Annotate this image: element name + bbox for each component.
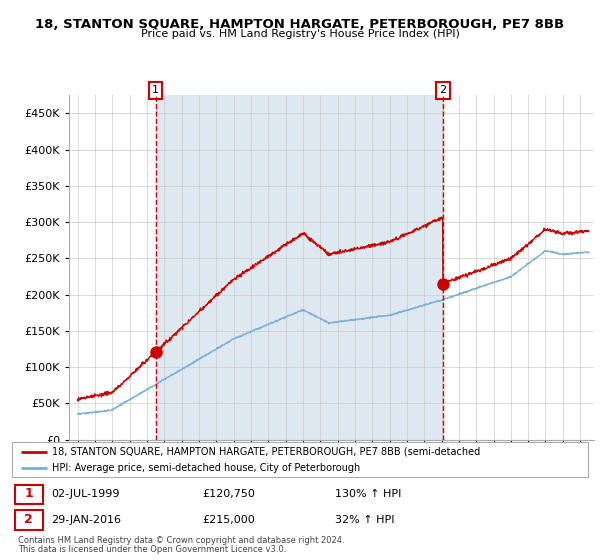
Text: HPI: Average price, semi-detached house, City of Peterborough: HPI: Average price, semi-detached house,… (52, 463, 361, 473)
Text: 32% ↑ HPI: 32% ↑ HPI (335, 515, 394, 525)
Text: This data is licensed under the Open Government Licence v3.0.: This data is licensed under the Open Gov… (18, 545, 286, 554)
Text: 29-JAN-2016: 29-JAN-2016 (51, 515, 121, 525)
Bar (155, 95, 443, 440)
Text: 18, STANTON SQUARE, HAMPTON HARGATE, PETERBOROUGH, PE7 8BB: 18, STANTON SQUARE, HAMPTON HARGATE, PET… (35, 18, 565, 31)
Text: 2: 2 (439, 85, 446, 95)
Text: £215,000: £215,000 (202, 515, 255, 525)
FancyBboxPatch shape (12, 442, 588, 477)
Text: Contains HM Land Registry data © Crown copyright and database right 2024.: Contains HM Land Registry data © Crown c… (18, 536, 344, 545)
Text: 2: 2 (25, 513, 33, 526)
FancyBboxPatch shape (15, 484, 43, 504)
Text: Price paid vs. HM Land Registry's House Price Index (HPI): Price paid vs. HM Land Registry's House … (140, 29, 460, 39)
Text: 1: 1 (25, 487, 33, 500)
Text: 02-JUL-1999: 02-JUL-1999 (51, 489, 119, 499)
Text: 18, STANTON SQUARE, HAMPTON HARGATE, PETERBOROUGH, PE7 8BB (semi-detached: 18, STANTON SQUARE, HAMPTON HARGATE, PET… (52, 447, 481, 457)
Text: 1: 1 (152, 85, 159, 95)
Text: 130% ↑ HPI: 130% ↑ HPI (335, 489, 401, 499)
Text: £120,750: £120,750 (202, 489, 255, 499)
FancyBboxPatch shape (15, 510, 43, 530)
